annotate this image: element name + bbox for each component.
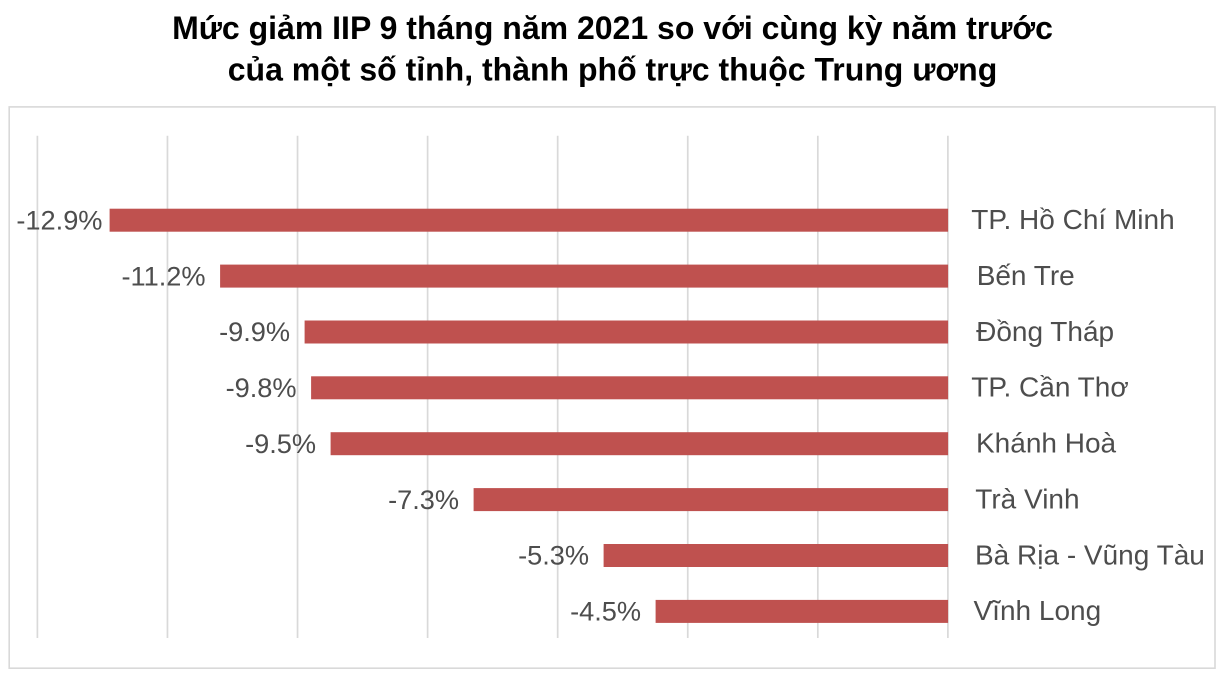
svg-text:Trà Vinh: Trà Vinh (975, 483, 1079, 514)
svg-text:TP. Cần Thơ: TP. Cần Thơ (971, 372, 1128, 403)
svg-text:Khánh Hoà: Khánh Hoà (976, 428, 1117, 459)
svg-text:-4.5%: -4.5% (570, 596, 641, 627)
svg-text:-12.9%: -12.9% (16, 204, 102, 235)
svg-text:-9.8%: -9.8% (226, 372, 297, 403)
svg-text:-5.3%: -5.3% (518, 540, 589, 571)
svg-text:của một số tỉnh, thành phố trự: của một số tỉnh, thành phố trực thuộc Tr… (228, 51, 997, 87)
svg-text:Vĩnh Long: Vĩnh Long (974, 595, 1102, 626)
svg-text:-9.9%: -9.9% (219, 316, 290, 347)
svg-text:Mức giảm IIP 9 tháng năm 2021: Mức giảm IIP 9 tháng năm 2021 so với cùn… (172, 10, 1053, 46)
svg-text:Bến Tre: Bến Tre (977, 260, 1075, 291)
svg-text:-11.2%: -11.2% (121, 260, 205, 291)
svg-text:TP. Hồ Chí Minh: TP. Hồ Chí Minh (971, 204, 1174, 235)
svg-text:-7.3%: -7.3% (388, 484, 459, 515)
svg-text:-9.5%: -9.5% (245, 428, 316, 459)
svg-text:Đồng Tháp: Đồng Tháp (976, 316, 1114, 347)
svg-text:Bà Rịa - Vũng Tàu: Bà Rịa - Vũng Tàu (975, 539, 1205, 570)
